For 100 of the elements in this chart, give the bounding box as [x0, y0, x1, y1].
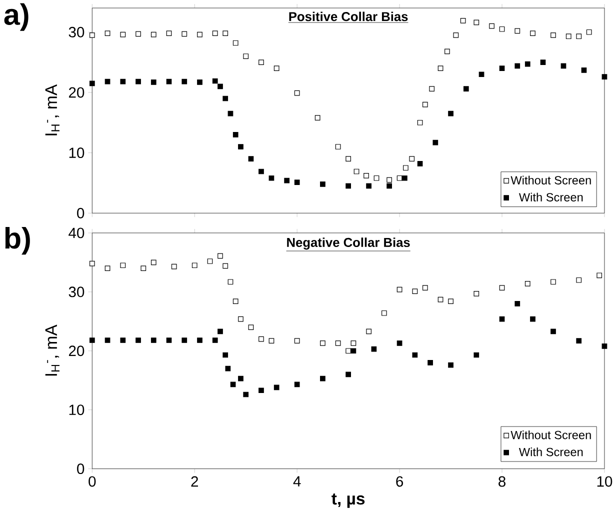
point — [560, 63, 566, 68]
point — [432, 140, 438, 146]
legend-label: Without Screen — [510, 430, 591, 440]
point — [222, 30, 228, 36]
point — [104, 337, 110, 343]
point — [346, 348, 351, 354]
point — [166, 78, 172, 84]
y-tick-label: 0 — [77, 208, 84, 218]
point — [243, 53, 249, 59]
point — [228, 279, 234, 284]
point — [238, 376, 244, 382]
point — [499, 26, 505, 32]
point — [346, 183, 351, 189]
point — [514, 28, 520, 34]
point — [350, 340, 356, 346]
point — [581, 67, 587, 73]
point — [222, 263, 228, 268]
point — [274, 384, 280, 390]
point — [294, 382, 300, 388]
point — [232, 298, 238, 304]
point — [499, 284, 505, 290]
point — [320, 181, 326, 187]
point — [474, 20, 480, 26]
point — [396, 340, 402, 346]
point — [346, 372, 351, 377]
y-axis-title: I$_{H}$$^{-}$, mA — [45, 324, 60, 376]
point — [474, 352, 480, 358]
point — [524, 61, 530, 67]
point — [550, 279, 556, 284]
point — [232, 132, 238, 138]
point — [453, 32, 459, 38]
point — [489, 23, 494, 29]
point — [366, 183, 372, 189]
point — [150, 79, 156, 85]
x-axis-title: t, µs — [332, 493, 365, 508]
y-tick-label: 20 — [68, 87, 84, 98]
point — [540, 59, 546, 65]
point — [182, 31, 188, 36]
point — [374, 175, 380, 181]
point — [576, 34, 582, 39]
point — [550, 32, 556, 38]
point — [386, 177, 392, 182]
point — [197, 32, 202, 38]
point — [346, 156, 351, 162]
point — [524, 280, 530, 286]
point — [232, 40, 238, 46]
chart-title: Positive Collar Bias — [289, 12, 408, 22]
legend-label: With Screen — [518, 192, 583, 202]
y-tick-label: 30 — [68, 286, 84, 297]
point — [228, 110, 234, 116]
point — [207, 258, 213, 264]
point — [166, 337, 172, 343]
point — [268, 175, 274, 181]
point — [258, 59, 264, 65]
point — [460, 18, 466, 24]
point — [104, 30, 110, 36]
point — [212, 337, 218, 343]
x-tick-label: 8 — [498, 476, 506, 487]
point — [320, 340, 326, 346]
point — [576, 277, 582, 283]
point — [335, 144, 341, 150]
x-tick-label: 10 — [597, 476, 612, 487]
point — [448, 110, 454, 116]
point — [409, 156, 415, 162]
point — [396, 286, 402, 292]
point — [212, 78, 218, 84]
point — [268, 338, 274, 344]
point — [417, 160, 423, 166]
text: b) — [5, 226, 30, 254]
point — [89, 337, 95, 343]
x-tick-label: 6 — [396, 476, 404, 487]
point — [89, 80, 95, 86]
chart-title: Negative Collar Bias — [287, 237, 410, 250]
point — [586, 29, 592, 35]
y-tick-label: 40 — [68, 228, 84, 238]
point — [417, 120, 423, 126]
y-tick-label: 30 — [68, 26, 84, 38]
point — [422, 284, 428, 290]
point — [320, 376, 326, 382]
point — [412, 352, 418, 358]
point — [218, 253, 223, 258]
point — [448, 298, 454, 304]
point — [182, 78, 188, 84]
point — [294, 90, 300, 96]
x-tick-label: 4 — [293, 476, 301, 486]
point — [499, 66, 505, 71]
point — [274, 66, 280, 71]
point — [140, 266, 146, 271]
point — [448, 362, 454, 368]
point — [238, 316, 244, 322]
point — [382, 310, 387, 316]
point — [136, 31, 141, 36]
point — [463, 86, 469, 92]
point — [396, 175, 402, 181]
point — [422, 102, 428, 108]
point — [428, 360, 433, 366]
y-tick-label: 20 — [68, 345, 84, 356]
y-axis-title: I$_{H}$$^{-}$, mA — [45, 84, 60, 136]
point — [120, 262, 126, 268]
point — [530, 316, 536, 322]
